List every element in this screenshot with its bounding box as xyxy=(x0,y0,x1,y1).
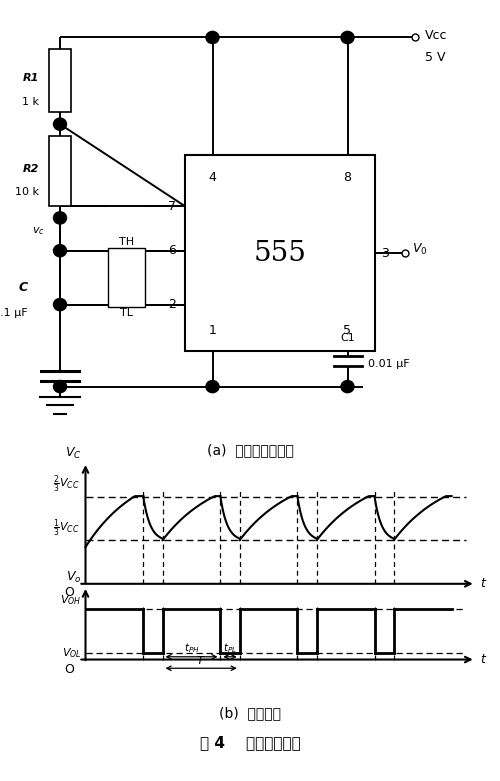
Text: (a)  多谐振荡器电路: (a) 多谐振荡器电路 xyxy=(206,443,294,457)
Bar xyxy=(49,136,71,206)
Text: 5 V: 5 V xyxy=(425,51,446,64)
Text: $V_{OH}$: $V_{OH}$ xyxy=(60,594,82,607)
Text: t: t xyxy=(480,653,485,666)
Circle shape xyxy=(206,380,219,393)
Text: 0.1 μF: 0.1 μF xyxy=(0,308,28,318)
Text: $V_0$: $V_0$ xyxy=(412,242,428,257)
Text: 6: 6 xyxy=(168,244,176,257)
Text: TH: TH xyxy=(118,237,134,248)
Circle shape xyxy=(54,380,66,393)
Bar xyxy=(185,155,375,351)
Text: 1 k: 1 k xyxy=(22,97,39,107)
Text: $\frac{2}{3}V_{CC}$: $\frac{2}{3}V_{CC}$ xyxy=(53,474,80,495)
Bar xyxy=(49,49,71,112)
Circle shape xyxy=(54,244,66,257)
Text: 555: 555 xyxy=(254,240,306,266)
Text: 8: 8 xyxy=(344,171,351,184)
Circle shape xyxy=(341,31,354,44)
Text: 4: 4 xyxy=(208,171,216,184)
Text: C: C xyxy=(18,280,28,294)
Text: $t_{PH}$: $t_{PH}$ xyxy=(184,641,200,655)
Text: 2: 2 xyxy=(168,298,176,311)
Text: O: O xyxy=(64,586,74,599)
Circle shape xyxy=(54,298,66,311)
Text: $\frac{1}{3}V_{CC}$: $\frac{1}{3}V_{CC}$ xyxy=(53,518,80,539)
Text: R1: R1 xyxy=(22,73,39,84)
Text: $V_{OL}$: $V_{OL}$ xyxy=(62,646,82,659)
Text: $t_{PL}$: $t_{PL}$ xyxy=(223,641,237,655)
Text: TL: TL xyxy=(120,308,133,318)
Text: t: t xyxy=(480,577,485,590)
Circle shape xyxy=(341,380,354,393)
Text: Vcc: Vcc xyxy=(425,29,448,41)
Text: (b)  工作波形: (b) 工作波形 xyxy=(219,707,281,721)
Text: $V_o$: $V_o$ xyxy=(66,570,82,585)
Text: $V_C$: $V_C$ xyxy=(65,446,82,461)
Text: 7: 7 xyxy=(168,200,176,212)
Text: 5: 5 xyxy=(344,324,351,337)
Text: 10 k: 10 k xyxy=(15,187,39,197)
Circle shape xyxy=(54,212,66,224)
Circle shape xyxy=(54,118,66,130)
Text: O: O xyxy=(64,663,74,676)
Text: 3: 3 xyxy=(381,247,389,259)
Bar xyxy=(108,248,145,307)
Text: 0.01 μF: 0.01 μF xyxy=(368,359,410,369)
Circle shape xyxy=(206,31,219,44)
Text: 1: 1 xyxy=(208,324,216,337)
Text: 图 4    电容测试原理: 图 4 电容测试原理 xyxy=(200,735,300,750)
Text: R2: R2 xyxy=(22,164,39,173)
Text: $T$: $T$ xyxy=(196,654,206,666)
Text: C1: C1 xyxy=(340,333,355,343)
Text: $v_c$: $v_c$ xyxy=(32,225,45,237)
